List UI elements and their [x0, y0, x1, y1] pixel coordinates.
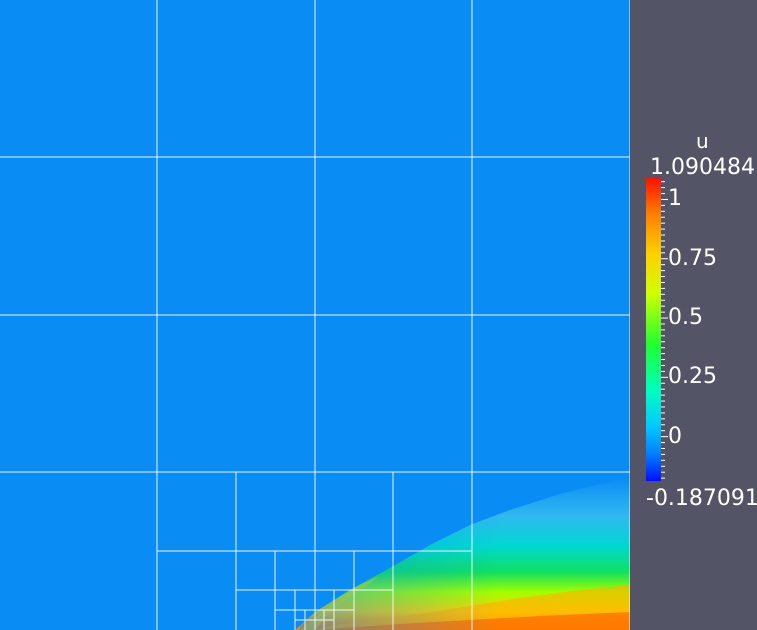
legend-max-label: 1.090484 — [650, 155, 755, 180]
tick-label: 0.25 — [668, 364, 717, 390]
render-view[interactable] — [0, 0, 630, 630]
tick-label: 1 — [668, 186, 682, 212]
colorbar-strip — [646, 178, 668, 481]
tick-label: 0 — [668, 423, 682, 449]
mesh-grid — [0, 0, 630, 630]
legend-title: u — [696, 129, 709, 153]
tick-label: 0.75 — [668, 245, 717, 271]
tick-label: 0.5 — [668, 305, 703, 331]
legend-min-label: -0.187091 — [646, 486, 757, 511]
boundary-layer-field — [295, 470, 630, 630]
